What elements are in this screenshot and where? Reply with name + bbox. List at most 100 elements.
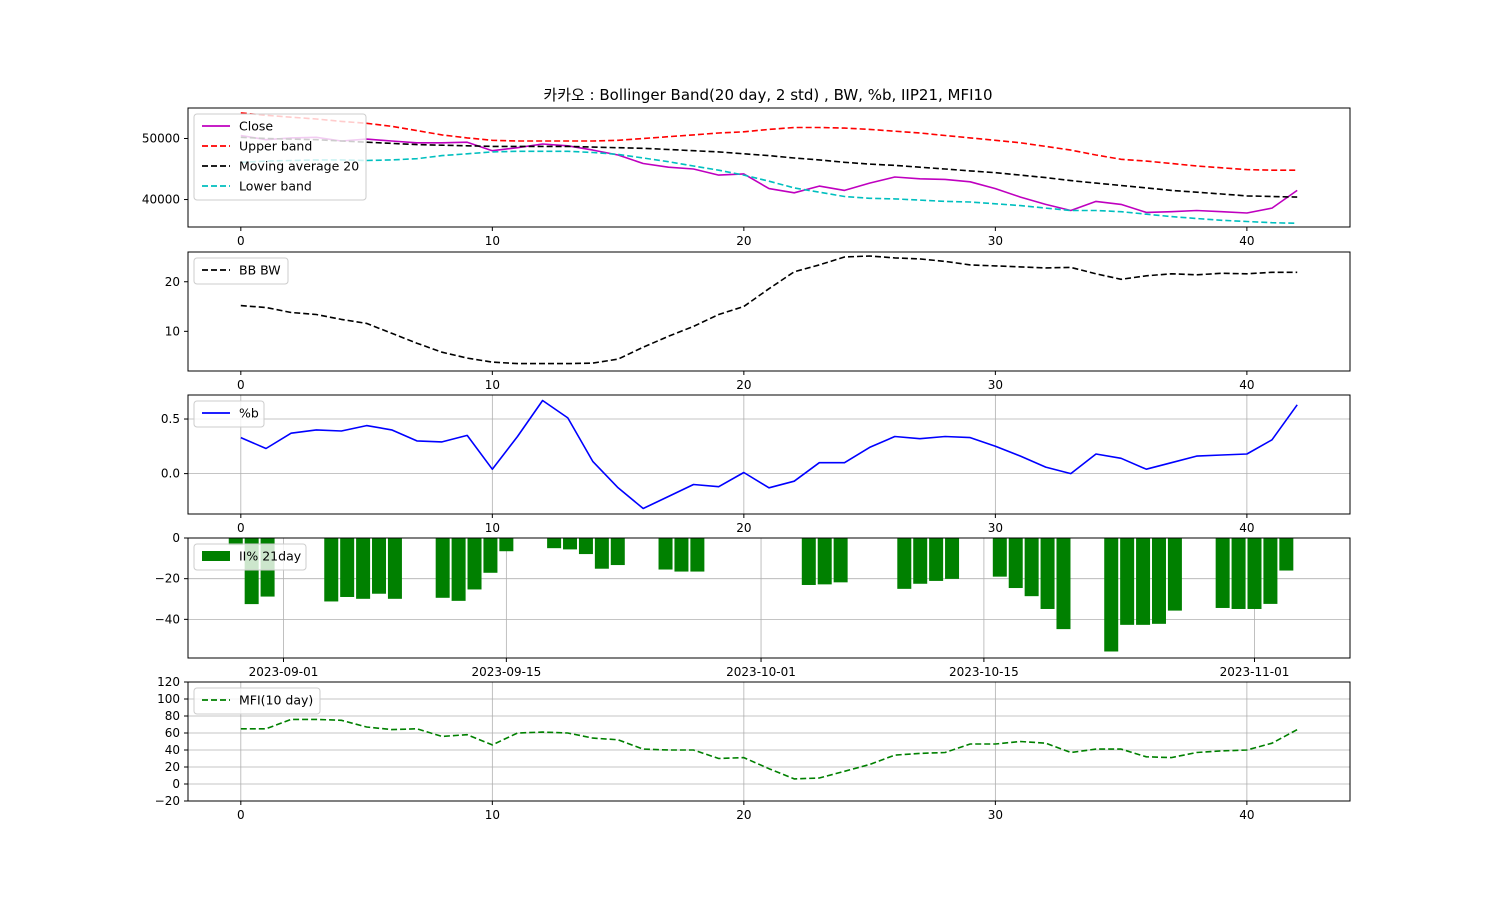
bar [610,538,625,566]
bar [817,538,832,585]
bar [451,538,466,601]
x-tick-label: 40 [1239,378,1254,392]
y-tick-label: 20 [165,760,180,774]
legend-box [193,113,367,201]
chart-title: 카카오 : Bollinger Band(20 day, 2 std) , BW… [543,86,992,104]
y-tick-label: 50000 [142,132,180,146]
panel-bandwidth: 0 10 20 30 40 10 20 BB BW [165,251,1351,392]
bar [1120,538,1135,625]
series-line-bb-bw [240,255,1298,365]
x-tick-label: 30 [988,521,1003,535]
x-tick-label: 2023-09-01 [249,665,319,679]
x-tick-label: 30 [988,234,1003,248]
bar [387,538,402,599]
bar [1215,538,1230,608]
bar [356,538,371,599]
bar [674,538,689,572]
series-line--b [240,399,1298,510]
x-tick-label: 0 [237,378,245,392]
bar [1136,538,1151,625]
bar [1279,538,1294,571]
bar [1247,538,1262,609]
legend: II% 21day [193,543,307,571]
legend-box [193,543,307,571]
legend-label: Upper band [239,139,312,154]
y-tick-label: 60 [165,726,180,740]
bar [1231,538,1246,609]
bar [1151,538,1166,624]
x-tick-label: 10 [485,234,500,248]
y-tick-label: 120 [157,675,180,689]
bar [801,538,816,585]
legend-label: Moving average 20 [239,159,359,174]
axes-frame [187,537,1351,659]
x-tick-label: 2023-11-01 [1220,665,1290,679]
legend: %b [193,400,265,428]
x-tick-label: 30 [988,378,1003,392]
bar [992,538,1007,577]
y-tick-label: 0 [172,777,180,791]
panel-price: 0 10 20 30 40 40000 50000 Close Upper band Moving… [142,107,1351,248]
bar [1008,538,1023,589]
bar [499,538,514,552]
bar-series [228,538,1294,652]
panel-mfi: 0 10 20 30 40 −20 0 20 40 60 80 100 120 MFI(10 day) [155,675,1351,822]
bar [435,538,450,598]
x-tick-label: 2023-10-15 [949,665,1019,679]
x-tick-label: 0 [237,808,245,822]
legend-box [193,400,265,428]
y-tick-label: 0.5 [161,412,180,426]
x-tick-label: 10 [485,521,500,535]
legend-box [193,687,321,715]
axes-frame [187,251,1351,372]
bar [690,538,705,572]
bar [483,538,498,573]
bar [897,538,912,589]
x-tick-label: 30 [988,808,1003,822]
x-tick-label: 2023-09-15 [471,665,541,679]
legend-label: II% 21day [239,549,302,564]
bar [833,538,848,583]
bar [658,538,673,570]
bar [372,538,387,594]
series-line-lower-band [240,150,1298,225]
legend: MFI(10 day) [193,687,321,715]
legend-label: %b [239,406,259,421]
panel-iip21: 2023-09-01 2023-09-15 2023-10-01 2023-10-15… [155,531,1351,679]
legend-label: Lower band [239,179,312,194]
bar [1056,538,1071,630]
x-tick-label: 20 [736,808,751,822]
series-line-upper-band [240,112,1298,171]
bar [578,538,593,555]
bar [929,538,944,581]
y-tick-label: 100 [157,692,180,706]
bar [563,538,578,550]
axes-frame [187,107,1351,228]
y-tick-label: −20 [155,794,180,808]
bar [340,538,355,597]
y-tick-label: 40000 [142,193,180,207]
legend: Close Upper band Moving average 20 Lower ba… [193,113,367,201]
legend-label: MFI(10 day) [239,693,313,708]
y-tick-label: 80 [165,709,180,723]
bar [913,538,928,584]
bar [228,538,243,546]
bar [1024,538,1039,597]
legend-box [193,257,289,285]
x-tick-label: 40 [1239,808,1254,822]
y-tick-label: 10 [165,324,180,338]
bar [547,538,562,549]
legend-label: Close [239,119,273,134]
bar [1167,538,1182,611]
series-line-close [240,134,1298,214]
x-tick-label: 40 [1239,521,1254,535]
panel-percent_b: 0 10 20 30 40 0.0 0.5 %b [161,394,1351,535]
legend: BB BW [193,257,289,285]
y-tick-label: 20 [165,275,180,289]
y-tick-label: −20 [155,572,180,586]
series-line-moving-average-20 [240,136,1298,198]
chart-panels: 0 10 20 30 40 40000 50000 Close Upper band Moving… [142,107,1351,822]
bar [324,538,339,602]
axes-frame [187,681,1351,802]
